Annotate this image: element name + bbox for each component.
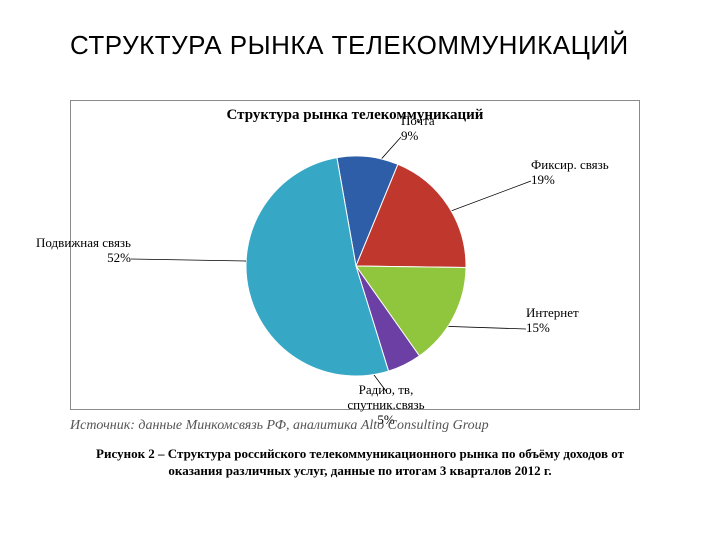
slide-title: СТРУКТУРА РЫНКА ТЕЛЕКОММУНИКАЦИЙ: [70, 30, 629, 61]
pie-chart: [246, 156, 466, 376]
leader-line: [131, 259, 254, 291]
source-line: Источник: данные Минкомсвязь РФ, аналити…: [70, 418, 489, 434]
slide: СТРУКТУРА РЫНКА ТЕЛЕКОММУНИКАЦИЙ Структу…: [0, 0, 720, 540]
slice-label: Подвижная связь52%: [36, 236, 131, 266]
slice-label: Почта9%: [401, 114, 435, 144]
slice-label: Интернет15%: [526, 306, 579, 336]
pie-svg: [246, 156, 466, 376]
slice-label: Фиксир. связь19%: [531, 158, 609, 188]
chart-frame: Структура рынка телекоммуникаций Почта9%…: [70, 100, 640, 410]
figure-caption: Рисунок 2 – Структура российского телеко…: [70, 446, 650, 480]
